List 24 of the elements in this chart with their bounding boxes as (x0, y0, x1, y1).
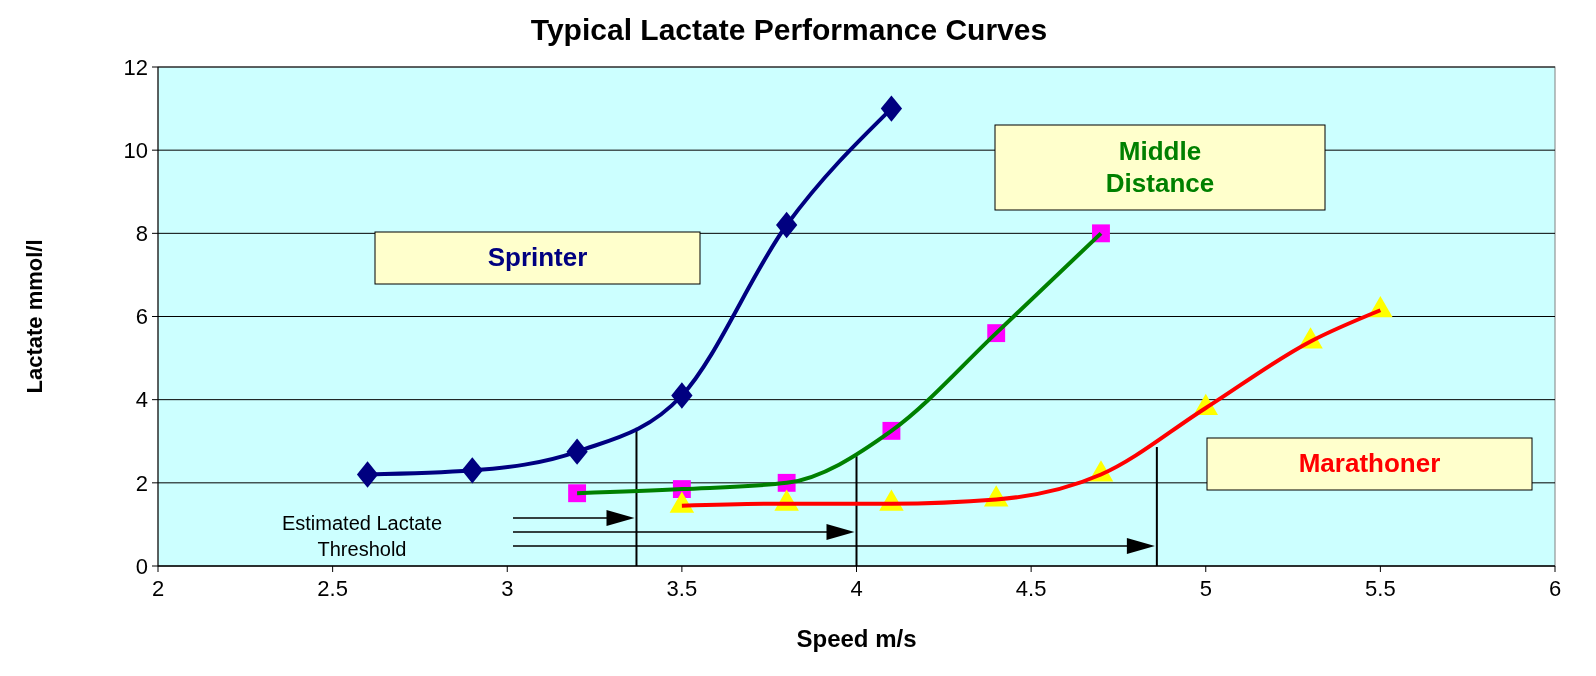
x-tick-label: 2 (151, 576, 165, 601)
x-tick-label: 3 (501, 576, 514, 601)
y-tick-label: 8 (135, 221, 148, 247)
annotation: Estimated Lactate Threshold (281, 512, 443, 560)
x-tick-label: 2.5 (317, 576, 348, 601)
x-tick-label: 5 (1199, 576, 1212, 601)
y-tick-label: 4 (135, 387, 148, 413)
chart-title: Typical Lactate Performance Curves (530, 13, 1048, 46)
y-tick-label: 0 (135, 553, 148, 579)
series-label: Middle Distance (1105, 135, 1215, 198)
x-tick-label: 4 (850, 576, 863, 601)
text: Marathoner (1298, 448, 1441, 478)
x-axis-title: Speed m/s (796, 625, 917, 652)
point (880, 95, 903, 122)
y-tick-label: 2 (135, 470, 148, 496)
y-axis-title: Lactate mmol/l (22, 239, 47, 394)
y-tick-label: 6 (135, 304, 148, 330)
x-tick-label: 4.5 (1015, 576, 1047, 601)
x-tick-label: 5.5 (1365, 576, 1396, 601)
text: Sprinter (487, 242, 588, 272)
y-tick-label: 12 (123, 54, 148, 80)
x-tick-label: 6 (1548, 576, 1562, 601)
x-tick-label: 3.5 (666, 576, 698, 601)
y-tick-label: 10 (123, 137, 148, 163)
